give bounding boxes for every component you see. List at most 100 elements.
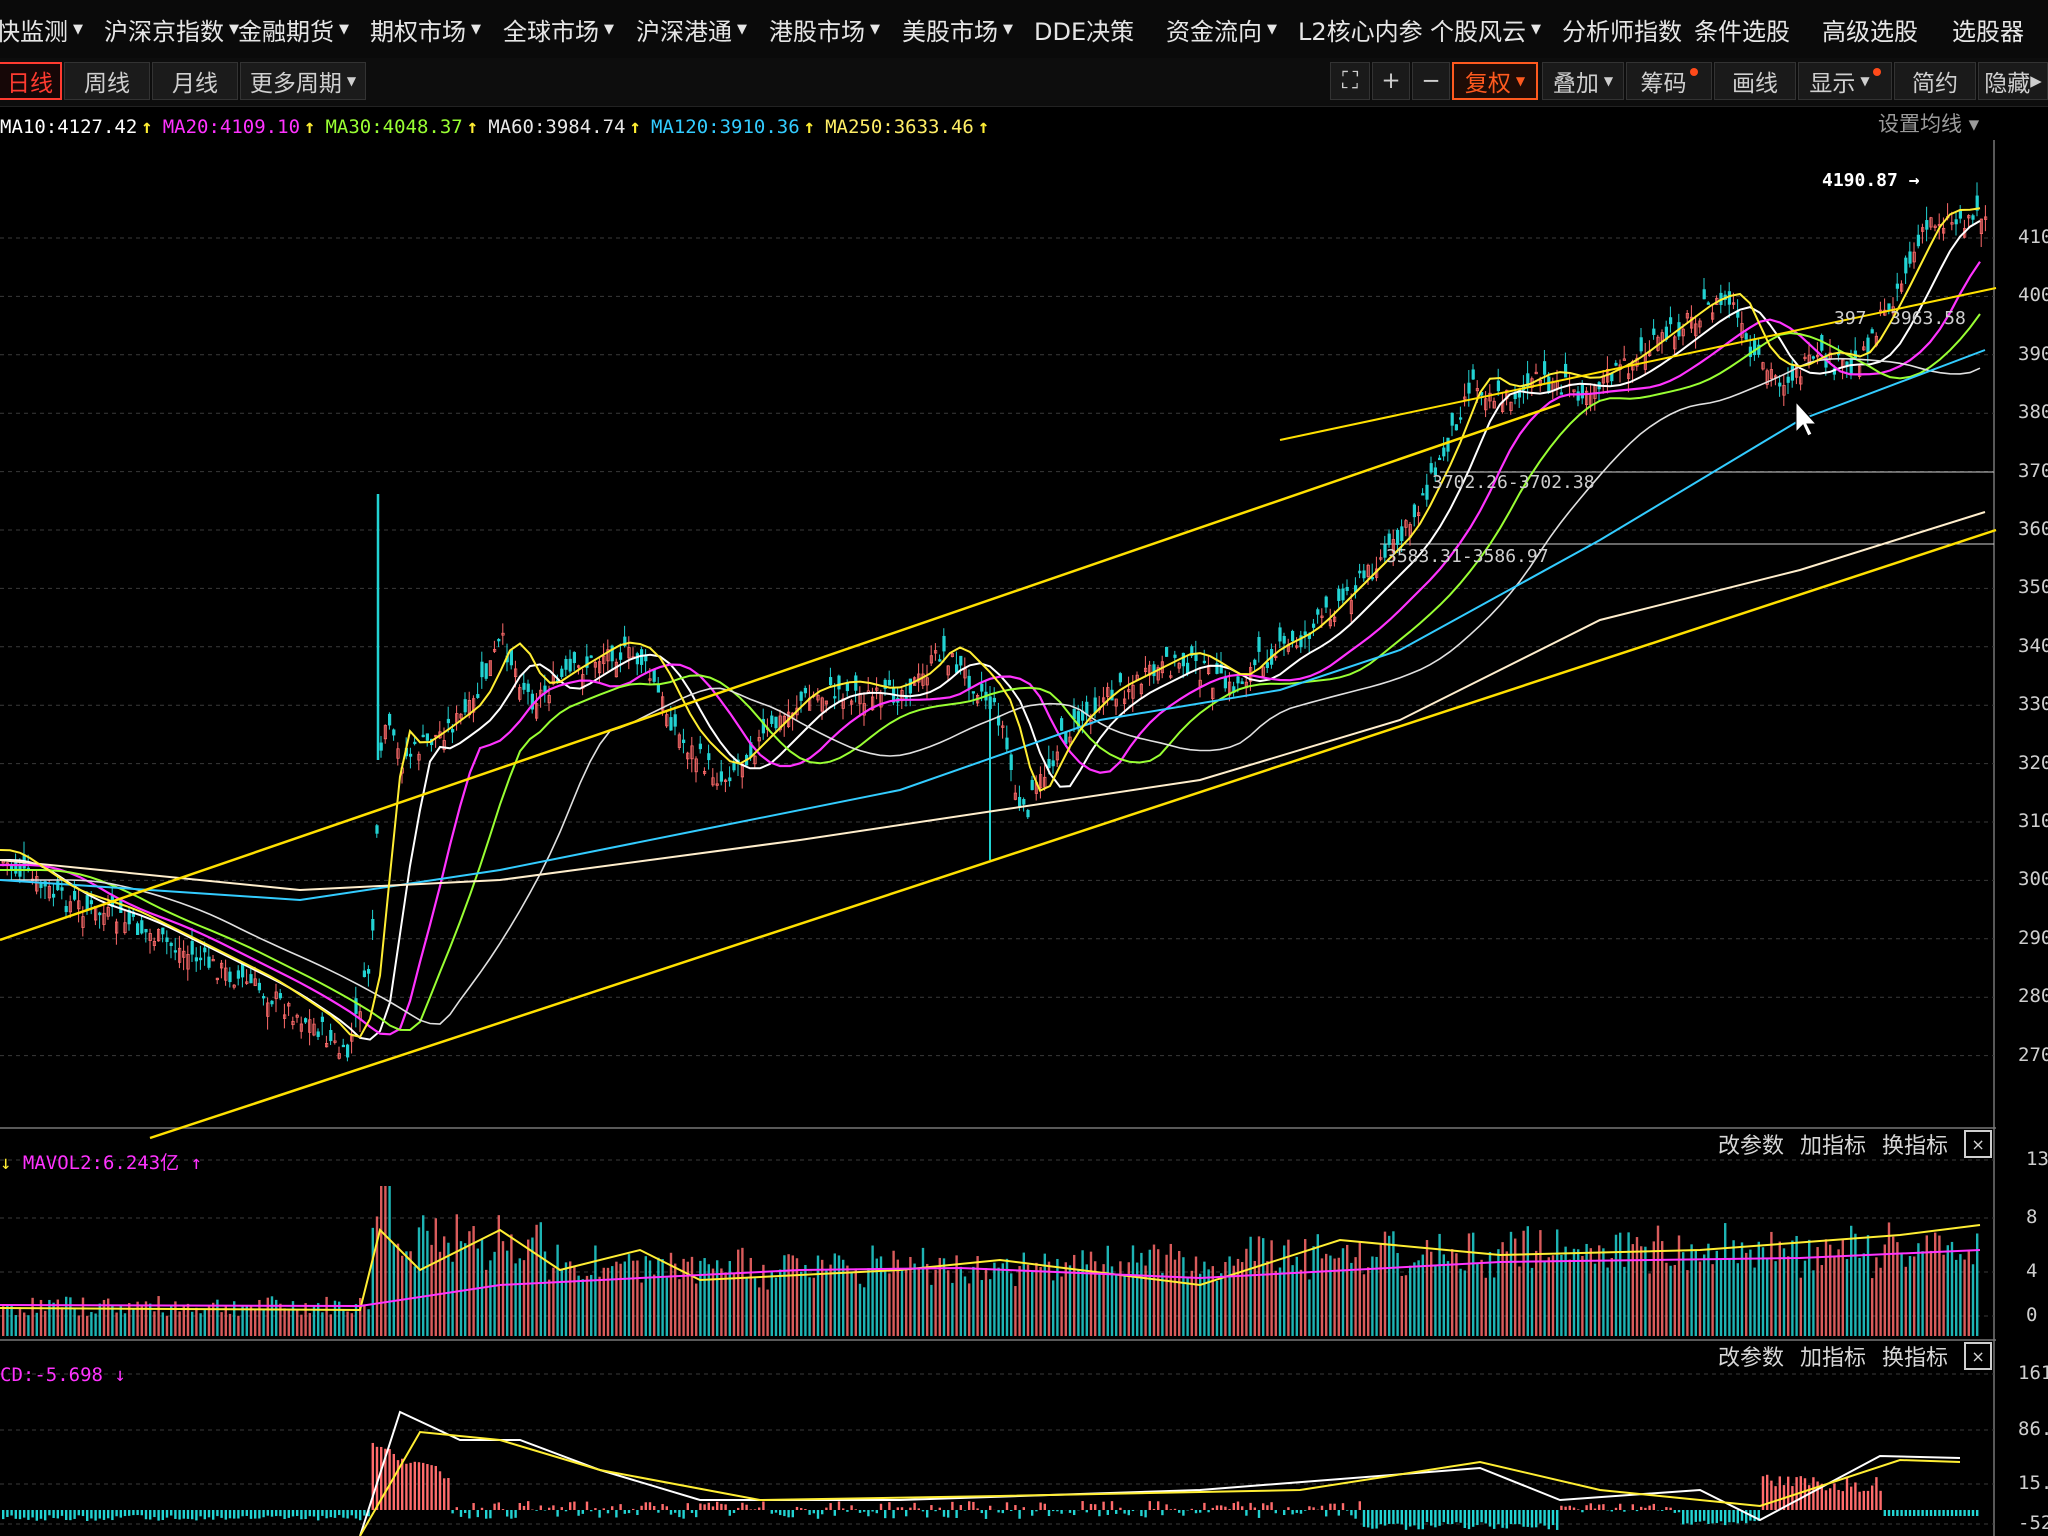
volume-bar [321,1312,324,1336]
macd-bar [1900,1510,1903,1516]
macd-bar [1535,1510,1538,1528]
volume-bar [1266,1261,1269,1336]
candle-body [1635,357,1639,367]
macd-bar [829,1503,832,1510]
macd-bar [283,1510,286,1520]
nav-stock-picker[interactable]: 选股器 [1952,17,2024,46]
volume-bar [136,1301,139,1336]
candle-body [270,1000,274,1005]
candle-body [362,970,367,978]
candle-body [413,741,417,745]
macd-bar [1207,1510,1210,1513]
close-icon[interactable]: × [1964,1342,1993,1370]
volume-bar [77,1315,80,1336]
swap-indicator-button[interactable]: 换指标 [1882,1134,1949,1159]
candle-body [1173,654,1177,658]
volume-bar [1224,1261,1227,1336]
close-icon[interactable]: × [1964,1130,1993,1158]
macd-bar [665,1506,668,1510]
candle-body [56,881,60,891]
volume-bar [678,1279,681,1336]
nav-hs-index[interactable]: 沪深京指数 ▼ [104,17,239,46]
nav-dde[interactable]: DDE决策 [1034,17,1135,46]
candle-body [686,752,690,760]
macd-bar [552,1505,555,1510]
edit-params-button[interactable]: 改参数 [1718,1134,1785,1159]
nav-hk-connect[interactable]: 沪深港通 ▼ [636,17,747,46]
tab-daily[interactable]: 日线 [0,62,62,100]
volume-bar [1073,1254,1076,1336]
candle-body [1753,340,1757,356]
nav-l2[interactable]: L2核心内参 [1298,17,1423,46]
macd-bar [510,1510,513,1519]
candle-body [1181,652,1185,667]
macd-bar [1018,1510,1021,1519]
nav-fund-flow[interactable]: 资金流向 ▼ [1166,17,1277,46]
volume-bar [1946,1245,1949,1336]
macd-bar [648,1502,652,1510]
candle-body [85,895,89,911]
candle-body [1383,544,1387,558]
nav-us-market[interactable]: 美股市场 ▼ [902,17,1013,46]
zoom-out-icon[interactable]: − [1412,62,1450,100]
candle-body [606,649,610,662]
macd-bar [1955,1510,1958,1516]
chips-button[interactable]: 筹码 [1626,62,1712,100]
candle-body [1610,373,1614,382]
macd-bar [459,1510,463,1517]
macd-bar [300,1510,303,1520]
candle-body [1782,384,1786,396]
macd-bar [1854,1482,1857,1510]
hide-button[interactable]: 隐藏 ▸ [1978,62,2048,100]
nav-options[interactable]: 期权市场 ▼ [370,17,481,46]
add-indicator-button[interactable]: 加指标 [1800,1346,1867,1371]
macd-bar [1266,1505,1269,1510]
overlay-button[interactable]: 叠加 ▼ [1542,62,1624,100]
macd-bar [65,1510,68,1520]
swap-indicator-button[interactable]: 换指标 [1882,1346,1949,1371]
simple-button[interactable]: 简约 [1894,62,1976,100]
add-indicator-button[interactable]: 加指标 [1800,1134,1867,1159]
nav-global[interactable]: 全球市场 ▼ [503,17,614,46]
nav-stock-news[interactable]: 个股风云 ▼ [1430,17,1541,46]
ma-setting-button[interactable]: 设置均线 ▾ [1878,112,1980,136]
macd-bar [917,1508,920,1510]
display-button[interactable]: 显示 ▼ [1798,62,1892,100]
nav-hk-market[interactable]: 港股市场 ▼ [769,17,880,46]
nav-finance-futures[interactable]: 金融期货 ▼ [238,17,349,46]
fuquan-button[interactable]: 复权 ▼ [1452,62,1538,100]
macd-bar [1598,1504,1601,1510]
volume-bar [1215,1281,1219,1336]
volume-bar [1283,1245,1286,1336]
tab-monthly[interactable]: 月线 [152,62,238,100]
unlock-icon[interactable]: ⛶ [1330,62,1370,100]
volume-bar [1320,1258,1324,1336]
volume-bar [1131,1245,1135,1336]
period-toolbar: 日线 周线 月线 更多周期 ▼ ⛶ + − 复权 ▼ 叠加 ▼ 筹码 画线 显示 ▼ 简… [0,58,2048,107]
macd-bar [1497,1510,1500,1525]
zoom-in-icon[interactable]: + [1372,62,1410,100]
nav-condition-pick[interactable]: 条件选股 [1694,17,1790,46]
macd-bar [270,1510,274,1517]
nav-advanced-pick[interactable]: 高级选股 [1822,17,1918,46]
ma-legend-item: MA250:3633.46 ↑ [825,116,990,138]
macd-bar [1950,1510,1954,1516]
draw-line-button[interactable]: 画线 [1714,62,1796,100]
volume-tick-label: 4 [2026,1260,2038,1282]
macd-bar [1396,1510,1399,1524]
volume-bar [1833,1256,1836,1336]
tab-more-periods[interactable]: 更多周期 ▼ [240,62,366,100]
volume-bar [186,1303,190,1336]
nav-monitor[interactable]: 快监测 ▼ [0,17,83,46]
candle-body [1958,210,1962,219]
candle-body [497,639,501,642]
tab-weekly[interactable]: 周线 [64,62,150,100]
candle-body [598,661,602,674]
edit-params-button[interactable]: 改参数 [1718,1346,1785,1371]
macd-bar [518,1502,521,1510]
nav-analyst[interactable]: 分析师指数 [1562,17,1682,46]
macd-bar [1501,1510,1504,1528]
macd-bar [1320,1505,1324,1510]
volume-bar [951,1282,954,1336]
